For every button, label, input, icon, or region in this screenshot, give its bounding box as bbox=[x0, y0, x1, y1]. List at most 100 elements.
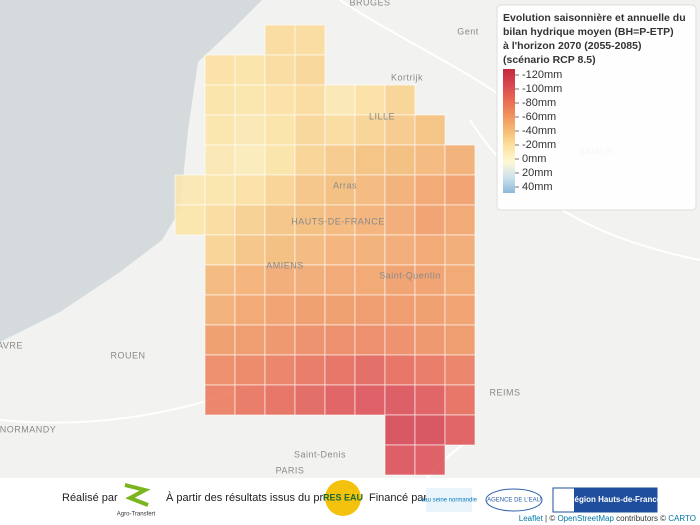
grid-cell bbox=[294, 234, 326, 266]
grid-cell bbox=[324, 234, 356, 266]
grid-cell bbox=[414, 144, 446, 176]
attribution-link[interactable]: Leaflet bbox=[519, 514, 544, 523]
grid-cell bbox=[234, 324, 266, 356]
place-label: Saint-Denis bbox=[294, 449, 346, 459]
grid-cell bbox=[384, 234, 416, 266]
made-by: Réalisé par bbox=[62, 492, 118, 504]
grid-cell bbox=[174, 204, 206, 236]
grid-cell bbox=[324, 264, 356, 296]
grid-cell bbox=[294, 324, 326, 356]
legend-tick-label: -100mm bbox=[522, 83, 562, 95]
grid-cell bbox=[324, 114, 356, 146]
grid-cell bbox=[264, 54, 296, 86]
grid-cell bbox=[444, 384, 476, 416]
grid-cell bbox=[204, 234, 236, 266]
grid-cell bbox=[264, 144, 296, 176]
place-label: BRUGES bbox=[349, 0, 390, 7]
grid-cell bbox=[444, 234, 476, 266]
grid-cell bbox=[354, 204, 386, 236]
grid-cell bbox=[444, 294, 476, 326]
grid-cell bbox=[294, 144, 326, 176]
grid-cell bbox=[204, 294, 236, 326]
grid-cell bbox=[294, 174, 326, 206]
grid-cell bbox=[324, 354, 356, 386]
grid-cell bbox=[294, 264, 326, 296]
grid-cell bbox=[444, 414, 476, 446]
grid-cell bbox=[264, 384, 296, 416]
legend-tick-label: -40mm bbox=[522, 125, 556, 137]
grid-cell bbox=[234, 54, 266, 86]
aesn-logo-box bbox=[426, 488, 472, 512]
grid-cell bbox=[174, 174, 206, 206]
grid-cell bbox=[414, 114, 446, 146]
grid-layer bbox=[174, 24, 476, 476]
agro-logo: Agro-Transfert bbox=[117, 512, 156, 518]
grid-cell bbox=[444, 324, 476, 356]
reseau-logo-mark bbox=[325, 480, 361, 516]
attribution: Leaflet | © OpenStreetMap contributors ©… bbox=[519, 514, 696, 523]
ae-logo-mark bbox=[485, 488, 543, 512]
reseau-logo: RES EAU bbox=[323, 492, 363, 502]
grid-cell bbox=[444, 174, 476, 206]
legend-tick-label: -60mm bbox=[522, 111, 556, 123]
grid-cell bbox=[414, 444, 446, 476]
grid-cell bbox=[384, 174, 416, 206]
grid-cell bbox=[234, 114, 266, 146]
attribution-link[interactable]: CARTO bbox=[668, 514, 696, 523]
place-label: Arras bbox=[333, 180, 357, 190]
grid-cell bbox=[264, 204, 296, 236]
grid-cell bbox=[204, 84, 236, 116]
place-label: AVRE bbox=[0, 340, 23, 350]
grid-cell bbox=[234, 174, 266, 206]
grid-cell bbox=[354, 354, 386, 386]
legend-title: Evolution saisonnière et annuelle du bbox=[503, 12, 686, 24]
legend-title: bilan hydrique moyen (BH=P-ETP) bbox=[503, 26, 674, 38]
grid-cell bbox=[204, 324, 236, 356]
funded-by: Financé par bbox=[369, 492, 427, 504]
grid-cell bbox=[384, 444, 416, 476]
grid-cell bbox=[384, 414, 416, 446]
grid-cell bbox=[384, 324, 416, 356]
grid-cell bbox=[324, 204, 356, 236]
place-label: Kortrijk bbox=[391, 72, 423, 82]
attribution-link[interactable]: OpenStreetMap bbox=[557, 514, 614, 523]
agro-logo-mark bbox=[124, 483, 151, 507]
grid-cell bbox=[294, 204, 326, 236]
legend-title: à l'horizon 2070 (2055-2085) bbox=[503, 40, 641, 52]
legend-tick-label: -120mm bbox=[522, 69, 562, 81]
grid-cell bbox=[234, 294, 266, 326]
grid-cell bbox=[354, 384, 386, 416]
grid-cell bbox=[354, 174, 386, 206]
grid-cell bbox=[414, 354, 446, 386]
grid-cell bbox=[234, 384, 266, 416]
grid-cell bbox=[234, 264, 266, 296]
place-label: Saint-Quentin bbox=[379, 270, 441, 280]
attribution-text: | © bbox=[543, 514, 558, 523]
grid-cell bbox=[204, 54, 236, 86]
grid-cell bbox=[384, 144, 416, 176]
grid-cell bbox=[384, 84, 416, 116]
grid-cell bbox=[384, 114, 416, 146]
grid-cell bbox=[414, 174, 446, 206]
grid-cell bbox=[294, 24, 326, 56]
legend-box bbox=[496, 4, 697, 211]
grid-cell bbox=[354, 294, 386, 326]
grid-cell bbox=[204, 204, 236, 236]
grid-cell bbox=[354, 84, 386, 116]
legend-tick-label: 0mm bbox=[522, 153, 546, 165]
grid-cell bbox=[384, 354, 416, 386]
grid-cell bbox=[324, 294, 356, 326]
region-logo-band bbox=[574, 488, 657, 512]
place-label: Gent bbox=[457, 26, 479, 36]
grid-cell bbox=[384, 204, 416, 236]
grid-cell bbox=[234, 144, 266, 176]
grid-cell bbox=[324, 144, 356, 176]
grid-cell bbox=[264, 354, 296, 386]
grid-cell bbox=[234, 234, 266, 266]
legend-tick-label: -80mm bbox=[522, 97, 556, 109]
grid-cell bbox=[264, 294, 296, 326]
grid-cell bbox=[324, 84, 356, 116]
